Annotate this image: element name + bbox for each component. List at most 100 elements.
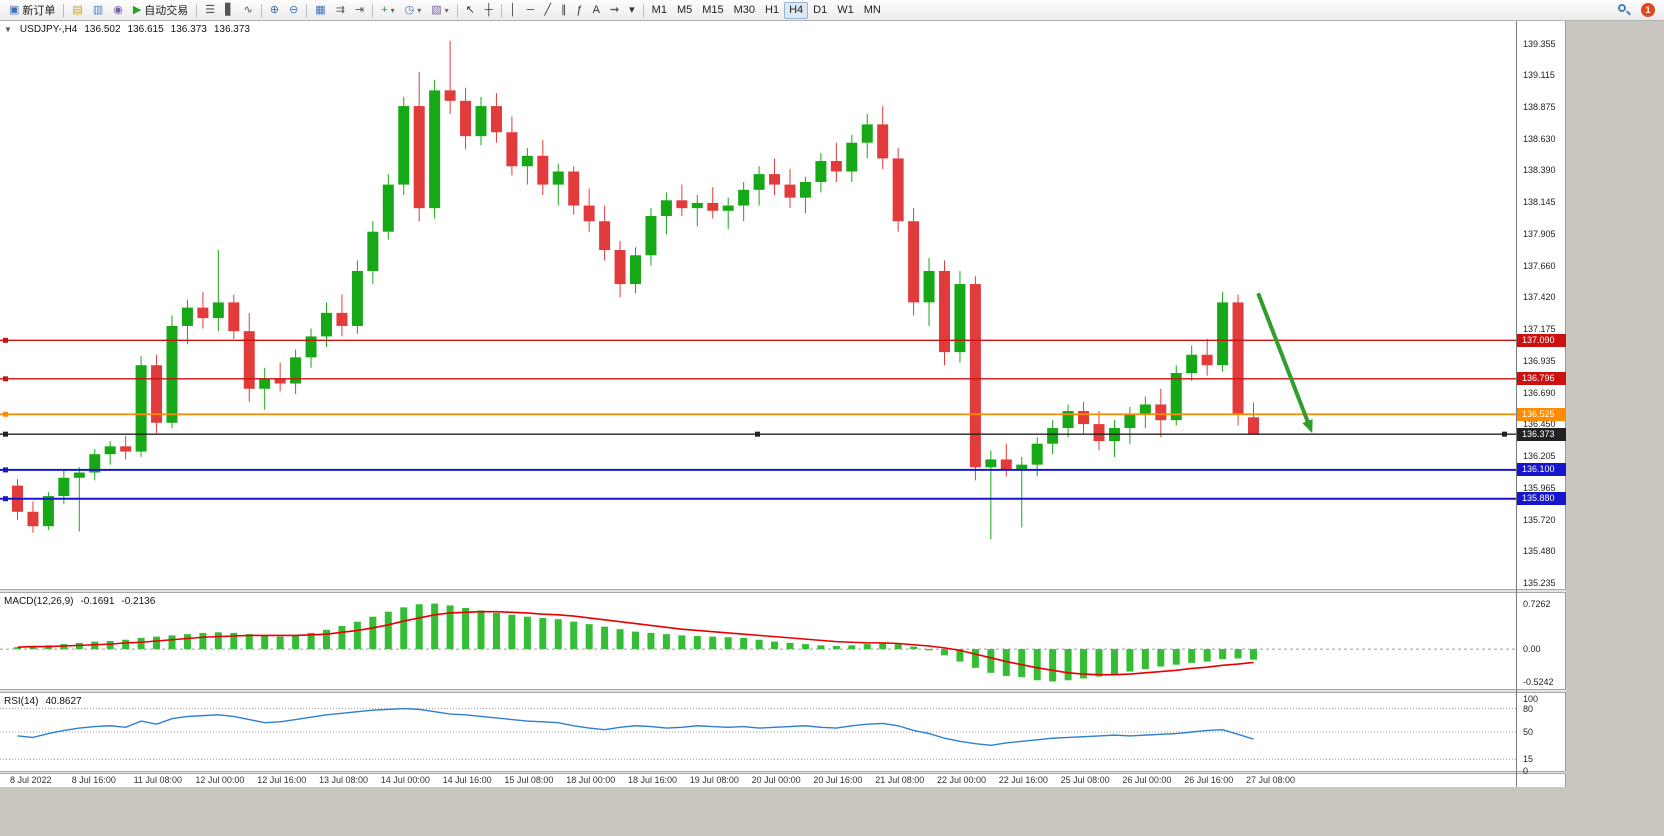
timeframe-m5-button[interactable]: M5 [672,2,697,19]
timeframe-w1-label: W1 [837,4,854,16]
timeframe-h4-button[interactable]: H4 [784,1,809,19]
arrows-button[interactable]: ⇝ [605,2,624,19]
candlestick-chart-button[interactable]: ▋ [220,2,238,19]
market-watch-button[interactable]: ◉ [108,2,128,19]
price-tick: 138.875 [1523,101,1556,112]
fibonacci-button[interactable]: ƒ [571,2,587,19]
timeframe-h1-button[interactable]: H1 [760,2,784,19]
timeframe-m30-button[interactable]: M30 [729,2,760,19]
new-order-button[interactable]: ▣ 新订单 [4,2,60,19]
notifications-button[interactable]: 1 [1636,2,1660,19]
hline-136.796[interactable] [0,376,1516,382]
price-tick: 137.175 [1523,324,1556,335]
hline-136.100[interactable] [0,467,1516,473]
objects-dropdown-button[interactable]: ▾ [624,2,640,19]
rsi-axis-label: 0 [1523,766,1529,776]
panel-separator[interactable] [0,771,1566,774]
timeframe-w1-button[interactable]: W1 [832,2,859,19]
price-tick: 137.905 [1523,228,1556,239]
periods-button[interactable]: ◷ ▾ [400,2,427,19]
hline-135.880[interactable] [0,496,1516,502]
time-label: 18 Jul 00:00 [566,775,616,785]
rsi-canvas[interactable] [0,693,1516,771]
macd-axis-label: -0.5242 [1523,676,1554,687]
price-axis[interactable]: 139.355 139.115 138.875 138.630 138.390 138.1… [1516,21,1566,787]
zoom-in-button[interactable]: ⊕ [265,2,284,19]
bar-chart-button[interactable]: ☰ [200,2,220,19]
time-label: 21 Jul 08:00 [875,775,925,785]
toolbar-separator [306,3,308,17]
dropdown-caret-icon: ▾ [417,5,422,15]
price-tick: 137.420 [1523,292,1556,303]
macd-name: MACD(12,26,9) [4,596,74,607]
text-button[interactable]: A [588,2,605,19]
toolbar-separator [500,3,502,17]
zoom-out-button[interactable]: ⊖ [284,2,303,19]
rsi-panel: RSI(14) 40.8627 [0,693,1516,771]
chart-shift-button[interactable]: ⇥ [350,2,369,19]
search-button[interactable] [1612,2,1636,19]
chart-open-value: 136.502 [84,24,121,35]
price-badge-136.796: 136.796 [1517,372,1566,386]
panel-separator[interactable] [0,689,1566,693]
panel-separator[interactable] [0,589,1566,593]
macd-signal-line [17,610,1254,676]
time-label: 22 Jul 16:00 [998,775,1048,785]
hline-136.525[interactable] [0,411,1516,417]
timeframe-mn-button[interactable]: MN [859,2,886,19]
price-tick: 135.235 [1523,578,1556,589]
macd-signal-value: -0.2136 [121,596,156,607]
autotrading-button[interactable]: ▶ 自动交易 [128,2,193,19]
new-order-label: 新订单 [22,5,56,17]
hline-136.373[interactable] [0,431,1516,437]
price-tick: 137.660 [1523,260,1556,271]
horizontal-line-button[interactable]: ─ [522,2,540,19]
time-label: 20 Jul 16:00 [813,775,863,785]
auto-scroll-button[interactable]: ⇉ [331,2,350,19]
toolbar: ▣ 新订单 ▤ ▥ ◉ ▶ 自动交易 ☰ ▋ ∿ ⊕ ⊖ ▦ ⇉ ⇥ + ▾ ◷ ▾ ▧ ▾ ↖ ┼ │ ─ ╱ ∥ ƒ A ⇝ ▾ M1 M5… [0,0,1664,21]
price-tick: 138.145 [1523,197,1556,208]
time-label: 26 Jul 16:00 [1184,775,1234,785]
toolbar-separator [456,3,458,17]
bar-chart-icon: ☰ [205,3,216,16]
vertical-line-button[interactable]: │ [505,2,522,19]
hline-137.090[interactable] [0,337,1516,343]
time-label: 18 Jul 16:00 [628,775,678,785]
tile-windows-button[interactable]: ▦ [310,2,330,19]
equidistant-channel-button[interactable]: ∥ [556,2,572,19]
cursor-button[interactable]: ↖ [461,2,480,19]
one-click-trading-toggle[interactable]: ▼ [4,25,12,34]
trendline-icon: ╱ [544,3,551,16]
zoom-out-icon: ⊖ [289,3,299,16]
time-axis[interactable]: 8 Jul 2022 8 Jul 16:00 11 Jul 08:00 12 Jul … [0,774,1516,787]
dropdown-caret-icon: ▾ [390,5,395,15]
search-icon [1617,3,1631,17]
templates-button[interactable]: ▧ ▾ [426,2,453,19]
timeframe-m15-button[interactable]: M15 [697,2,728,19]
price-tick: 136.205 [1523,451,1556,462]
horizontal-line-icon: ─ [526,3,535,16]
chart-profiles-button[interactable]: ▥ [88,2,108,19]
line-chart-button[interactable]: ∿ [239,2,258,19]
price-tick: 136.450 [1523,419,1556,430]
price-chart-canvas[interactable] [0,21,1516,589]
new-chart-button[interactable]: ▤ [67,2,87,19]
timeframe-m1-button[interactable]: M1 [647,2,672,19]
time-label: 12 Jul 16:00 [257,775,307,785]
vertical-line-icon: │ [509,3,517,16]
workspace-background-right [1567,21,1664,836]
timeframe-d1-button[interactable]: D1 [808,2,832,19]
timeframe-m1-label: M1 [651,4,667,16]
templates-icon: ▧ [431,3,442,16]
indicators-button[interactable]: + ▾ [376,2,399,19]
trend-arrow[interactable] [1256,292,1313,434]
trendline-button[interactable]: ╱ [539,2,556,19]
chart-title: ▼ USDJPY-,H4 136.502 136.615 136.373 136… [4,24,250,35]
macd-canvas[interactable] [0,593,1516,689]
price-badge-136.373: 136.373 [1517,427,1566,441]
fibonacci-icon: ƒ [576,3,583,16]
chart-low-value: 136.373 [170,24,207,35]
chart-high-value: 136.615 [127,24,164,35]
toolbar-separator [63,3,65,17]
crosshair-button[interactable]: ┼ [480,2,498,19]
